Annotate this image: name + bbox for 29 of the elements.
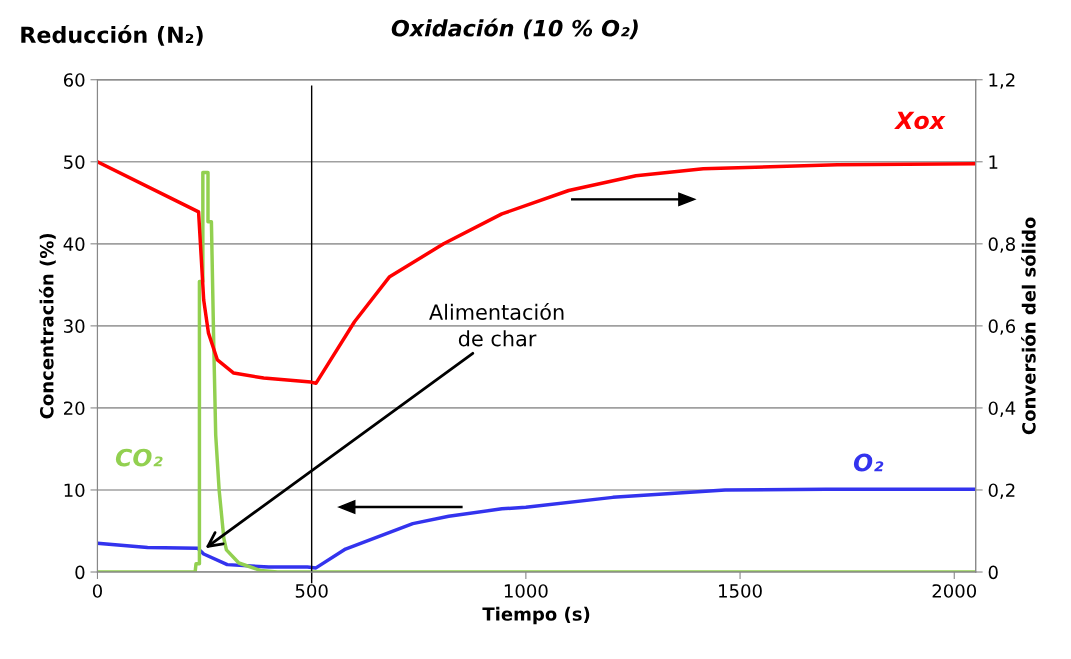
y-tick-label: 60 <box>63 73 85 87</box>
y2-axis-title: Conversión del sólido <box>1021 217 1036 435</box>
y-axis-title: Concentración (%) <box>38 233 56 419</box>
y2-tick-label: 0 <box>988 565 998 580</box>
x-tick-label: 500 <box>295 584 328 598</box>
y-tick-label: 20 <box>64 401 85 416</box>
y2-tick-label: 1 <box>989 155 998 169</box>
y2-tick-label: 1,2 <box>989 73 1015 89</box>
chart-subtitle: Oxidación (10 % O₂) <box>391 18 638 40</box>
line-series <box>97 160 976 386</box>
series-label: Xox <box>894 111 946 130</box>
y2-tick-label: 0,4 <box>988 401 1016 417</box>
series-label: CO₂ <box>115 448 163 467</box>
y2-tick-label: 0,8 <box>988 237 1015 253</box>
x-tick-label: 1000 <box>504 584 548 598</box>
y-tick-label: 10 <box>64 483 85 498</box>
y2-tick-label: 0,6 <box>988 319 1016 335</box>
y-tick-label: 30 <box>64 319 85 333</box>
x-tick-label: 0 <box>92 584 103 598</box>
chart-title: Reducción (N₂) <box>21 25 203 46</box>
y-tick-label: 50 <box>64 155 85 169</box>
y2-tick-label: 0,2 <box>988 483 1015 499</box>
x-tick-label: 1500 <box>719 584 762 598</box>
series-label: O₂ <box>853 453 884 472</box>
annotation: Alimentación de char <box>429 303 564 347</box>
x-axis-title: Tiempo (s) <box>482 606 590 625</box>
y-tick-label: 0 <box>75 565 85 580</box>
y-tick-label: 40 <box>63 237 85 251</box>
x-tick-label: 2000 <box>932 584 977 598</box>
